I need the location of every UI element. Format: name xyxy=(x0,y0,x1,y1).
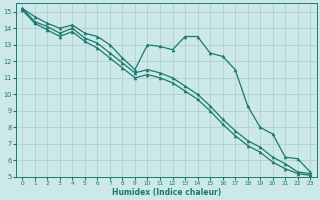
X-axis label: Humidex (Indice chaleur): Humidex (Indice chaleur) xyxy=(112,188,221,197)
